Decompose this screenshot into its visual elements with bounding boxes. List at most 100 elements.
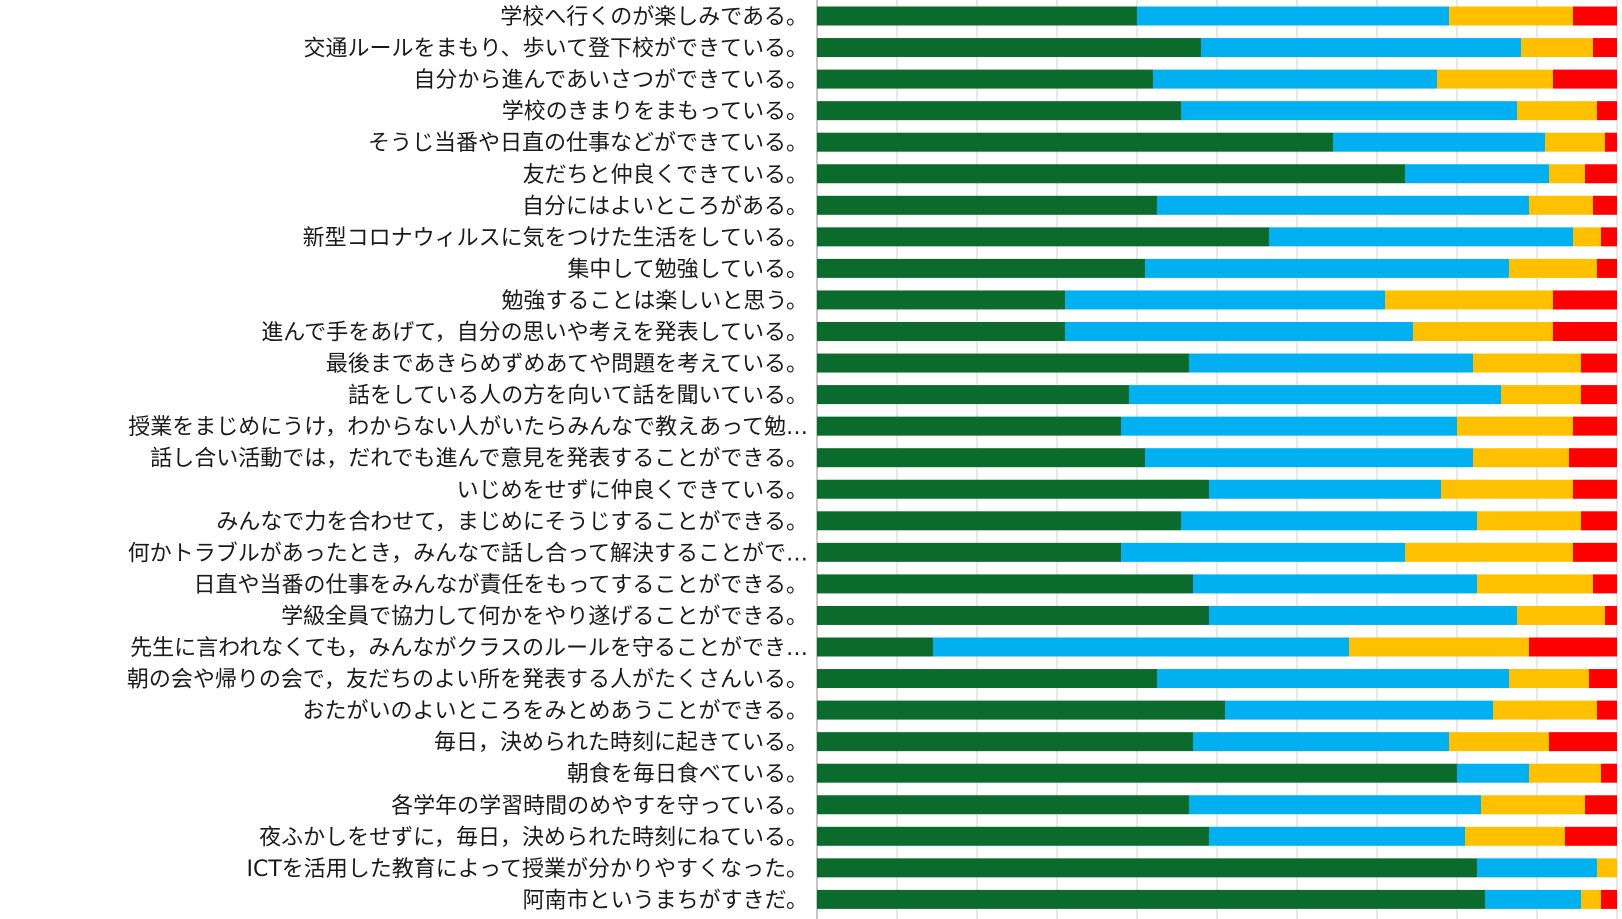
category-label: 学校のきまりをまもっている。 [502, 100, 808, 125]
category-label: 話し合い活動では，だれでも進んで意見を発表することができる。 [150, 447, 808, 472]
bar-segment [1601, 227, 1617, 247]
bar-segment [1573, 479, 1617, 499]
bar-segment [1477, 574, 1593, 594]
bar-segment [1593, 195, 1617, 215]
bar-segment [817, 858, 1477, 878]
bar-segment [1193, 732, 1449, 752]
category-label: 毎日，決められた時刻に起きている。 [434, 731, 808, 756]
category-label: 学校へ行くのが楽しみである。 [500, 5, 808, 30]
category-label: みんなで力を合わせて，まじめにそうじすることができる。 [216, 510, 808, 535]
bar-segment [1193, 574, 1477, 594]
category-label: おたがいのよいところをみとめあうことができる。 [302, 699, 808, 724]
bar-segment [1605, 605, 1617, 625]
bar-segment [1181, 511, 1477, 531]
bar-segment [817, 164, 1405, 184]
bar-segment [817, 6, 1137, 26]
bar-segment [1597, 101, 1617, 121]
bar-segment [1065, 322, 1413, 341]
bar-segment [1521, 38, 1593, 58]
bar-segment [933, 637, 1349, 657]
bar-segment [817, 479, 1209, 499]
bar-segment [817, 889, 1485, 909]
bar-segment [1581, 353, 1617, 373]
bar-segment [1509, 669, 1589, 689]
bar-segment [1573, 6, 1617, 26]
bar-segment [1493, 700, 1597, 720]
bar-segment [817, 290, 1065, 310]
category-label: 阿南市というまちがすきだ。 [523, 888, 808, 913]
bar-segment [1201, 38, 1521, 58]
bar-segment [1209, 826, 1465, 846]
bar-segment [1181, 101, 1517, 121]
bar-segment [1517, 101, 1597, 121]
bar-segment [817, 511, 1181, 531]
bar-segment [817, 542, 1121, 562]
category-label: 新型コロナウィルスに気をつけた生活をしている。 [303, 226, 808, 251]
bar-segment [1121, 542, 1405, 562]
bar-segment [1153, 69, 1437, 89]
bar-segment [817, 101, 1181, 121]
bar-segment [1473, 353, 1581, 373]
bar-segment [817, 448, 1145, 468]
bar-segment [1477, 511, 1581, 531]
category-label: 進んで手をあげて，自分の思いや考えを発表している。 [261, 321, 808, 346]
bar-segment [1581, 385, 1617, 405]
category-label: 自分から進んであいさつができている。 [413, 68, 808, 93]
bar-segment [1405, 164, 1549, 184]
category-label: 最後まであきらめずめあてや問題を考えている。 [326, 352, 808, 377]
bar-segment [1605, 132, 1617, 152]
bar-segment [1573, 227, 1601, 247]
bar-segment [1209, 605, 1517, 625]
bar-segment [1517, 605, 1605, 625]
bar-segment [1601, 889, 1617, 909]
bar-segment [817, 385, 1129, 405]
category-label: 授業をまじめにうけ，わからない人がいたらみんなで教えあって勉… [128, 415, 808, 440]
bar-segment [1457, 416, 1573, 436]
bar-segment [1529, 637, 1617, 657]
bar-segment [1549, 164, 1585, 184]
category-label: 先生に言われなくても，みんながクラスのルールを守ることができ… [130, 636, 808, 661]
bar-segment [1553, 69, 1617, 89]
bar-segment [817, 574, 1193, 594]
bar-segment [817, 700, 1225, 720]
bar-segment [1477, 858, 1597, 878]
bar-segment [1573, 542, 1617, 562]
bar-segment [1121, 416, 1457, 436]
category-label: 学級全員で協力して何かをやり遂げることができる。 [281, 604, 808, 629]
bar-segment [817, 826, 1209, 846]
category-label: 日直や当番の仕事をみんなが責任をもってすることができる。 [194, 573, 808, 598]
category-label: 勉強することは楽しいと思う。 [501, 289, 808, 314]
bar-segment [817, 132, 1333, 152]
bar-segment [1145, 448, 1473, 468]
category-label: 夜ふかしをせずに，毎日，決められた時刻にねている。 [259, 825, 808, 850]
bar-segment [1385, 290, 1553, 310]
category-label: 朝食を毎日食べている。 [567, 762, 808, 787]
bar-segment [1549, 732, 1617, 752]
bar-segment [1553, 290, 1617, 310]
bar-segment [1157, 669, 1509, 689]
bar-segment [1437, 69, 1553, 89]
bar-segment [1565, 826, 1617, 846]
bar-segment [1569, 448, 1617, 468]
bar-segment [1269, 227, 1573, 247]
category-label: ICTを活用した教育によって授業が分かりやすくなった。 [246, 857, 808, 882]
bar-segment [817, 669, 1157, 689]
bar-segment [1209, 479, 1441, 499]
bar-segment [817, 38, 1201, 58]
category-label: 交通ルールをまもり、歩いて登下校ができている。 [304, 37, 808, 62]
bar-segment [1349, 637, 1529, 657]
bar-segment [1545, 132, 1605, 152]
bar-segment [1585, 795, 1617, 815]
bar-segment [1189, 795, 1481, 815]
bar-segment [1449, 6, 1573, 26]
bar-segment [1585, 164, 1617, 184]
bar-segment [1137, 6, 1449, 26]
bar-segment [817, 732, 1193, 752]
bar-segment [817, 258, 1145, 278]
bar-segments [817, 6, 1617, 909]
bar-segment [1529, 195, 1593, 215]
bar-segment [1509, 258, 1597, 278]
bar-segment [1333, 132, 1545, 152]
bar-segment [817, 763, 1457, 783]
